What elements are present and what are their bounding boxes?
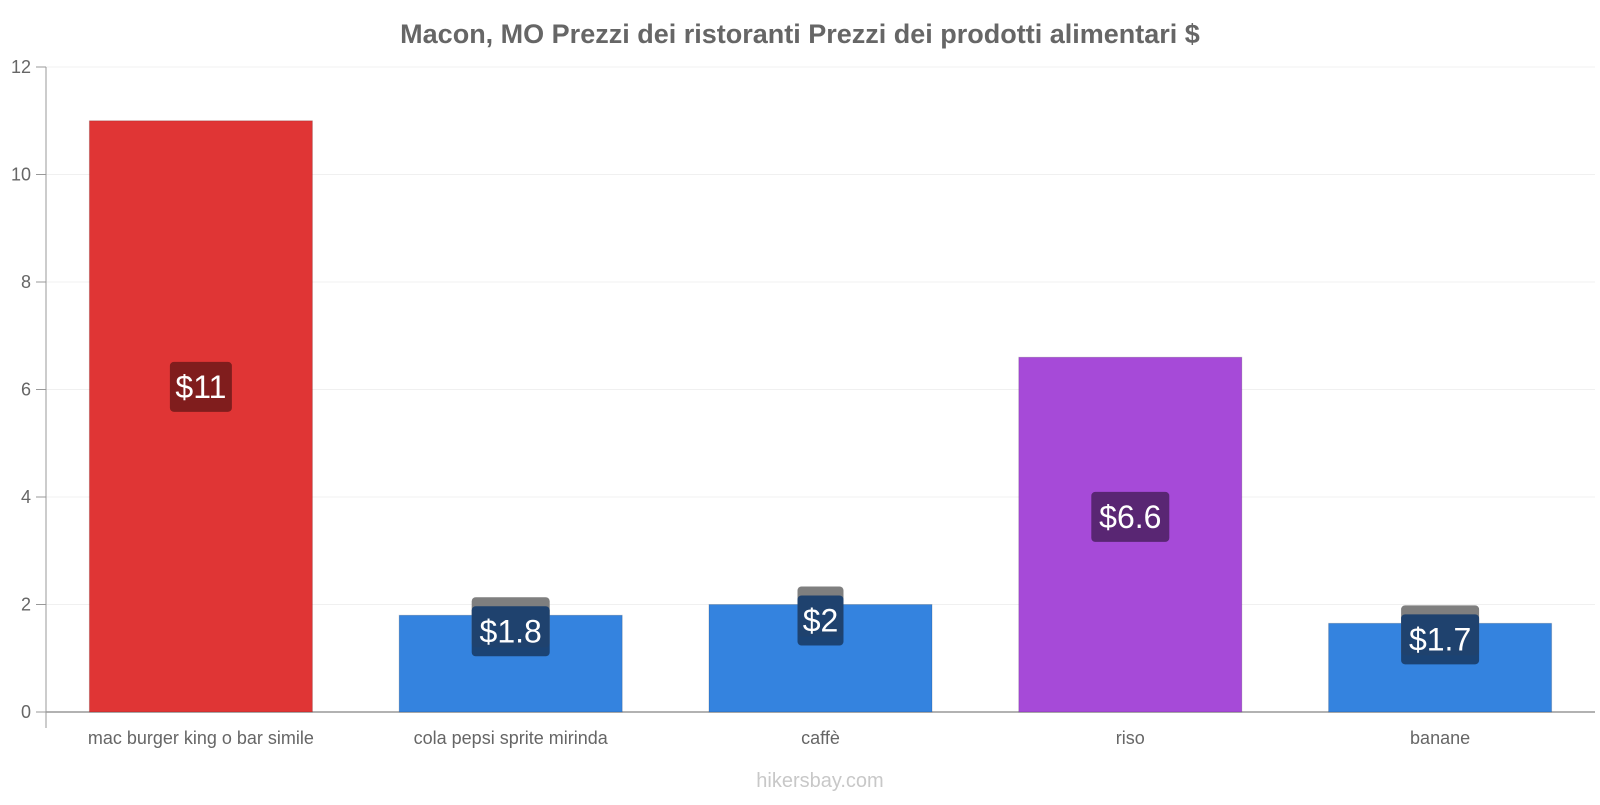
- value-labels: $11 $1.8 $2 $6.6 $1.7: [169, 361, 1480, 665]
- x-tick-label: caffè: [801, 728, 840, 748]
- value-label-bg: [169, 361, 232, 412]
- y-tick-label: 6: [21, 380, 31, 400]
- chart-title: Macon, MO Prezzi dei ristoranti Prezzi d…: [400, 19, 1200, 49]
- value-label: $1.8: [480, 613, 542, 649]
- x-tick-label: cola pepsi sprite mirinda: [414, 728, 609, 748]
- value-label-bg: [1401, 614, 1480, 665]
- x-tick-label: riso: [1116, 728, 1145, 748]
- y-tick-label: 12: [11, 57, 31, 77]
- value-label-bg: [471, 606, 550, 657]
- value-label-bg: [1091, 491, 1170, 542]
- value-label: $11: [175, 369, 226, 405]
- value-label: $1.7: [1409, 621, 1471, 657]
- y-tick-label: 10: [11, 165, 31, 185]
- y-tick-label: 2: [21, 595, 31, 615]
- y-tick-label: 4: [21, 487, 31, 507]
- watermark: hikersbay.com: [756, 770, 883, 792]
- axes: 0 2 4 6 8 10 12 mac burger king o bar simile col…: [11, 57, 1595, 748]
- x-tick-label: banane: [1410, 728, 1470, 748]
- x-tick-label: mac burger king o bar simile: [88, 728, 314, 748]
- value-label: $2: [803, 603, 839, 639]
- value-label: $6.6: [1099, 499, 1161, 535]
- value-label-bg: [797, 595, 844, 646]
- y-tick-label: 0: [21, 702, 31, 722]
- y-tick-label: 8: [21, 272, 31, 292]
- bar-1: [88, 120, 313, 713]
